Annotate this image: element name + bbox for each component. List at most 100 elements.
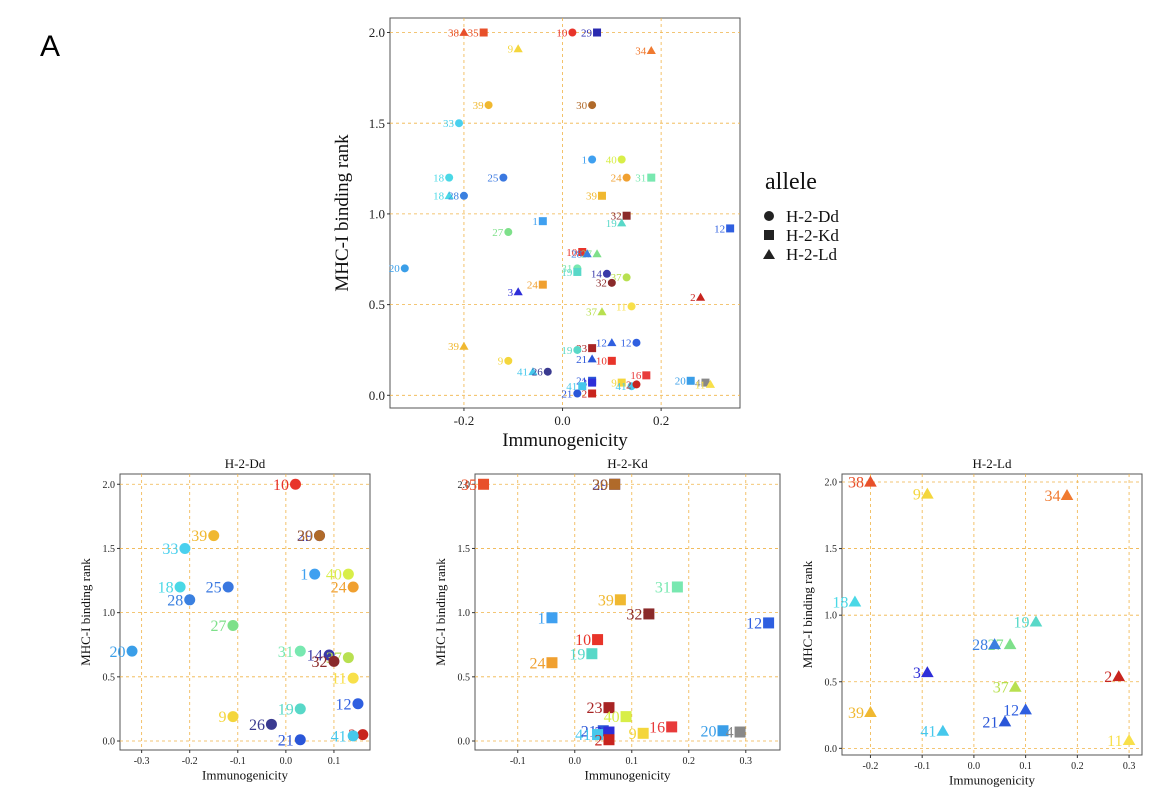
data-point-label: 30	[592, 477, 608, 494]
data-point-label: 18	[433, 191, 445, 203]
data-point-label: 1	[582, 154, 588, 166]
data-point-label: 14	[591, 269, 603, 281]
legend-label-kd: H-2-Kd	[786, 226, 839, 245]
data-point-circle	[309, 568, 321, 580]
legend-square-marker	[764, 230, 774, 240]
y-tick-label: 1.0	[103, 608, 116, 619]
data-point-triangle	[459, 27, 469, 36]
legend-circle-marker	[764, 211, 774, 221]
x-tick-label: 0.1	[1019, 761, 1032, 772]
data-point-circle	[573, 389, 582, 398]
data-point-label: 30	[297, 528, 313, 545]
y-tick-label: 2.0	[103, 480, 116, 491]
data-point-label: 2	[1104, 669, 1112, 686]
y-tick-label: 0.5	[369, 297, 385, 312]
plot-frame	[474, 473, 781, 751]
data-point-square	[643, 608, 655, 620]
dd-scatter-chart: -0.3 -0.2 -0.1 0.0 0.1 0.0 0.5 1.0 1.5 2.0 H-2-Dd I…	[78, 456, 371, 783]
data-point-square	[622, 211, 631, 220]
data-point-triangle	[988, 638, 1001, 650]
legend-entry-kd: H-2-Kd	[764, 226, 839, 245]
y-axis-title: MHC-I binding rank	[332, 134, 353, 292]
y-tick-label: 0.0	[369, 388, 385, 403]
data-point-label: 10	[596, 356, 608, 368]
x-tick-label: 0.0	[968, 761, 981, 772]
data-point-label: 19	[569, 646, 585, 663]
data-point-circle	[314, 530, 326, 542]
data-point-circle	[357, 729, 369, 741]
data-point-label: 25	[206, 580, 222, 597]
data-point-label: 41	[616, 381, 627, 393]
data-point-triangle	[1112, 670, 1126, 682]
data-point-circle	[208, 530, 220, 542]
data-point-label: 37	[586, 307, 598, 319]
data-point-label: 26	[532, 367, 544, 379]
legend-title: allele	[765, 169, 817, 195]
y-tick-label: 1.5	[103, 544, 116, 555]
data-point-triangle	[921, 487, 934, 499]
data-point-label: 2	[690, 292, 696, 304]
data-point-label: 24	[331, 580, 347, 597]
x-tick-label: 0.0	[554, 413, 570, 428]
data-point-circle	[504, 356, 513, 365]
data-point-triangle	[705, 379, 716, 388]
x-tick-label: 0.2	[1071, 761, 1084, 772]
data-point-label: 12	[620, 338, 631, 350]
data-point-label: 28	[972, 637, 988, 654]
data-point-label: 18	[832, 594, 848, 611]
data-point-label: 4	[695, 377, 701, 389]
data-point-label: 1	[537, 610, 545, 627]
x-tick-label: 0.1	[626, 756, 639, 767]
data-point-label: 39	[448, 341, 460, 353]
data-point-label: 41	[331, 728, 347, 745]
y-tick-label: 1.5	[458, 544, 471, 555]
data-point-label: 21	[576, 354, 587, 366]
data-point-label: 3	[508, 287, 514, 299]
y-tick-label: 1.0	[458, 608, 471, 619]
data-point-triangle	[617, 218, 627, 227]
data-point-square	[593, 28, 602, 37]
data-point-label: 11	[1107, 733, 1122, 750]
panel-title: H-2-Dd	[225, 456, 266, 471]
x-tick-label: -0.1	[914, 761, 930, 772]
data-point-label: 37	[993, 680, 1009, 697]
data-point-circle	[328, 655, 340, 667]
y-axis-title: MHC-I binding rank	[433, 558, 448, 666]
data-point-circle	[622, 273, 631, 282]
data-point-triangle	[921, 666, 934, 678]
data-point-circle	[347, 730, 359, 742]
data-point-label: 29	[297, 528, 313, 545]
data-point-square	[717, 725, 729, 737]
legend-label-ld: H-2-Ld	[786, 245, 837, 264]
x-tick-label: 0.0	[280, 756, 293, 767]
data-point-label: 41	[920, 724, 936, 741]
data-point-label: 11	[616, 301, 627, 313]
data-point-triangle	[587, 354, 597, 363]
data-point-square	[588, 389, 597, 398]
data-point-label: 16	[630, 370, 642, 382]
data-point-square	[573, 267, 582, 276]
data-point-circle	[459, 191, 468, 200]
data-point-circle	[607, 278, 616, 287]
data-point-triangle	[459, 341, 469, 350]
allele-legend: allele H-2-Dd H-2-Kd H-2-Ld	[763, 169, 839, 264]
data-point-triangle	[1003, 638, 1017, 650]
data-point-circle	[347, 672, 359, 684]
data-point-circle	[227, 711, 239, 723]
x-axis-title: Immunogenicity	[949, 773, 1035, 788]
x-tick-label: 0.1	[328, 756, 341, 767]
data-point-label: 19	[561, 267, 573, 279]
data-point-square	[538, 217, 547, 226]
data-point-triangle	[646, 46, 656, 55]
data-point-triangle	[1029, 615, 1043, 627]
plot-frame	[841, 473, 1143, 756]
data-point-label: 31	[655, 580, 671, 597]
legend-entry-dd: H-2-Dd	[764, 207, 839, 226]
data-point-label: 34	[635, 46, 647, 58]
data-point-triangle	[1008, 680, 1022, 692]
data-point-label: 23	[576, 343, 588, 355]
data-point-triangle	[1019, 703, 1032, 715]
data-point-triangle	[1060, 488, 1074, 500]
data-point-label: 37	[611, 272, 623, 284]
